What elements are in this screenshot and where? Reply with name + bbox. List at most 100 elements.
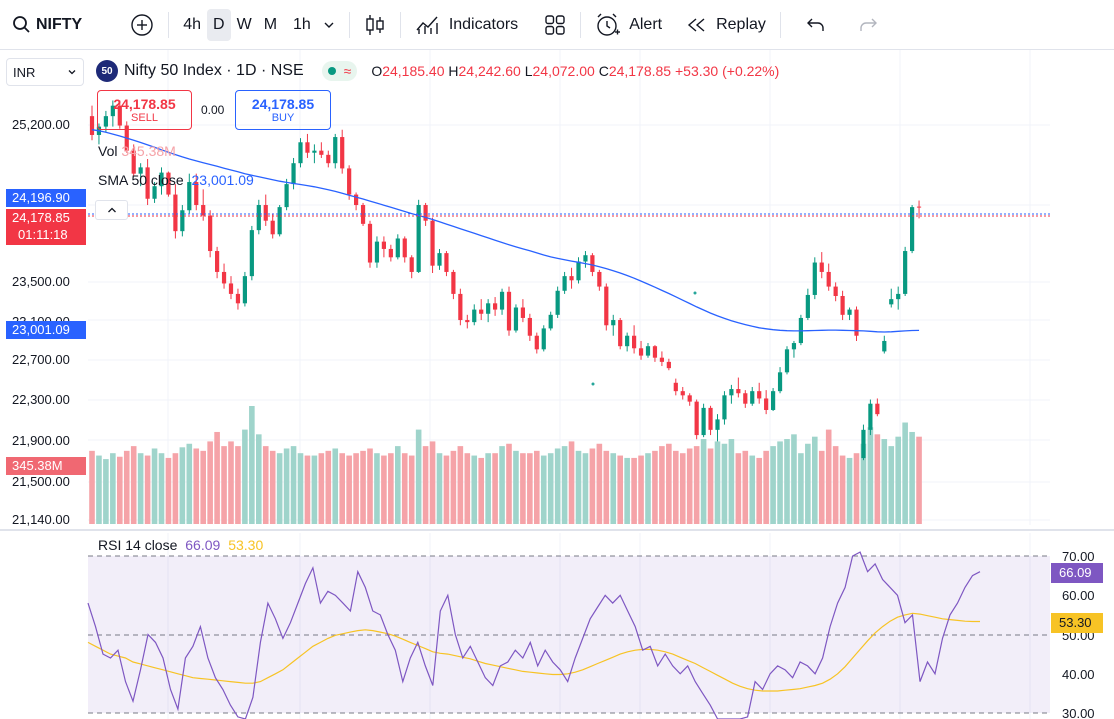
interval-4h[interactable]: 4h	[183, 15, 202, 33]
undo-button[interactable]	[799, 9, 833, 41]
candle-body	[138, 167, 143, 174]
volume-bar	[471, 455, 478, 524]
volume-bar	[221, 446, 227, 524]
candle-body	[110, 105, 115, 117]
symbol-title[interactable]: Nifty 50 Index · 1D · NSE	[124, 62, 304, 79]
candle-body	[722, 395, 727, 420]
volume-bar	[686, 448, 693, 524]
candle-body	[416, 205, 421, 272]
volume-bar	[374, 453, 380, 524]
candle-body	[159, 172, 164, 187]
candle-body	[173, 194, 178, 232]
candle-body	[562, 276, 567, 291]
rsi-tick: 60.00	[1062, 588, 1095, 603]
market-status[interactable]: ≈	[321, 61, 358, 81]
volume-bar	[422, 446, 429, 524]
rsi-legend[interactable]: RSI 14 close 66.09 53.30	[98, 537, 264, 553]
volume-bar	[144, 455, 151, 524]
candle-body	[910, 207, 915, 252]
volume-legend[interactable]: Vol 345.38M	[98, 143, 176, 159]
candle-body	[486, 303, 491, 314]
high-price-tag: 24,196.90	[6, 189, 86, 207]
top-toolbar: NIFTY 4h D W M 1h Indicators Alert Repla…	[0, 0, 1114, 50]
sma-tag: 23,001.09	[6, 321, 86, 339]
interval-d[interactable]: D	[207, 8, 231, 41]
redo-button[interactable]	[851, 9, 885, 41]
volume-bar	[346, 455, 352, 524]
rsi-line	[87, 551, 981, 719]
volume-bar	[798, 453, 804, 524]
volume-bar	[805, 443, 811, 524]
volume-bar	[638, 455, 644, 524]
templates-button[interactable]	[538, 9, 572, 41]
volume-bar	[117, 456, 123, 524]
candle-body	[451, 271, 456, 294]
replay-button[interactable]: Replay	[680, 9, 772, 41]
candle-body	[235, 293, 241, 304]
volume-bar	[534, 450, 540, 524]
collapse-legend-button[interactable]	[95, 200, 128, 220]
candle-body	[270, 220, 275, 235]
volume-bar	[735, 453, 742, 524]
candle-body	[555, 290, 560, 315]
volume-bar	[700, 439, 707, 524]
volume-bar	[506, 443, 512, 524]
interval-1h[interactable]: 1h	[293, 15, 311, 33]
candle-body	[506, 291, 512, 331]
volume-bar	[318, 453, 325, 524]
candle-body	[632, 335, 637, 349]
interval-m[interactable]: M	[263, 15, 278, 33]
interval-dropdown[interactable]	[317, 9, 341, 41]
redo-icon	[860, 18, 877, 31]
candle-body	[673, 382, 678, 392]
candle-body	[701, 407, 706, 436]
candle-body	[541, 328, 546, 350]
volume-bar	[888, 446, 895, 524]
volume-bar	[770, 446, 776, 524]
currency-select[interactable]: INR	[6, 58, 84, 86]
volume-bar	[867, 427, 874, 524]
volume-bar	[450, 450, 457, 524]
volume-bar	[256, 434, 262, 524]
candle-body	[409, 257, 414, 272]
candle-body	[618, 320, 623, 347]
buy-button[interactable]: 24,178.85 BUY	[235, 90, 331, 130]
volume-bar	[728, 439, 735, 524]
volume-bar	[603, 450, 610, 524]
volume-bar	[207, 441, 213, 524]
volume-bar	[290, 446, 297, 524]
candle-body	[791, 343, 797, 350]
volume-bar	[186, 443, 193, 524]
candle-body	[326, 154, 331, 164]
candle-body	[201, 205, 206, 216]
candle-body	[715, 419, 720, 430]
candle-body	[875, 403, 880, 415]
candle-body	[89, 116, 95, 135]
volume-bar	[172, 453, 179, 524]
candle-body	[812, 262, 817, 295]
volume-bar	[575, 450, 582, 524]
compare-button[interactable]	[124, 9, 160, 41]
alert-button[interactable]: Alert	[589, 9, 668, 41]
volume-bar	[137, 453, 144, 524]
volume-bar	[193, 448, 200, 524]
symbol-search[interactable]: NIFTY	[6, 9, 88, 41]
candle-body	[645, 346, 651, 356]
volume-bar	[916, 436, 922, 524]
interval-w[interactable]: W	[236, 15, 252, 33]
candle-body	[402, 238, 407, 258]
sell-button[interactable]: 24,178.85 SELL	[97, 90, 192, 130]
candle-body	[666, 361, 671, 369]
rsi-tick: 70.00	[1062, 549, 1095, 564]
candle-body	[194, 182, 199, 206]
chart-type-button[interactable]	[358, 9, 392, 41]
volume-bar	[561, 446, 568, 524]
rsi-ma-line	[87, 612, 980, 692]
candle-body	[305, 142, 310, 153]
volume-bar	[367, 448, 373, 524]
sma-legend[interactable]: SMA 50 close 23,001.09	[98, 172, 254, 188]
indicators-button[interactable]: Indicators	[409, 9, 524, 41]
volume-bar	[478, 457, 484, 524]
candle-body	[277, 207, 282, 235]
